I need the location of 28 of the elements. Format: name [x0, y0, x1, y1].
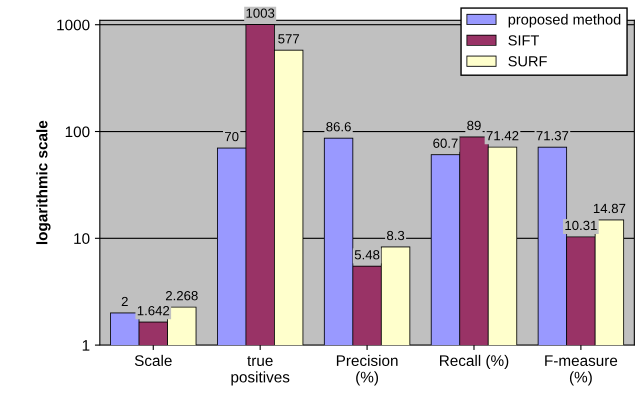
x-tick-label: Scale — [134, 354, 172, 366]
x-tick-label: F-measure (%) — [545, 355, 618, 386]
data-label: 1.642 — [138, 306, 170, 316]
data-label: 10.31 — [565, 220, 597, 230]
y-tick-label: 100 — [66, 126, 90, 138]
x-tick-label: true positives — [231, 356, 290, 386]
data-label: 2.268 — [166, 291, 198, 300]
y-axis-title: logarithmic scale — [36, 120, 51, 244]
data-label: 577 — [278, 34, 300, 44]
data-label: 5.48 — [354, 250, 380, 260]
y-tick-label: 10 — [74, 233, 90, 244]
x-tick-label: Recall (%) — [440, 354, 508, 370]
y-tick-label: 1000 — [57, 20, 90, 30]
legend-label: proposed method — [508, 14, 620, 28]
data-label: 2 — [122, 296, 128, 306]
y-tick-label: 1 — [82, 340, 90, 351]
data-label: 1003 — [246, 8, 274, 18]
x-tick-label: Precision (%) — [336, 354, 398, 386]
data-label: 70 — [225, 132, 238, 142]
data-label: 71.37 — [536, 131, 568, 140]
legend-label: SIFT — [508, 35, 539, 46]
data-label: 14.87 — [594, 204, 626, 214]
data-label: 86.6 — [326, 122, 351, 132]
data-label: 8.3 — [386, 230, 404, 240]
data-label: 89 — [467, 120, 481, 130]
data-label: 60.7 — [433, 138, 458, 148]
data-label: 71.42 — [486, 131, 518, 140]
legend-label: SURF — [508, 56, 547, 66]
